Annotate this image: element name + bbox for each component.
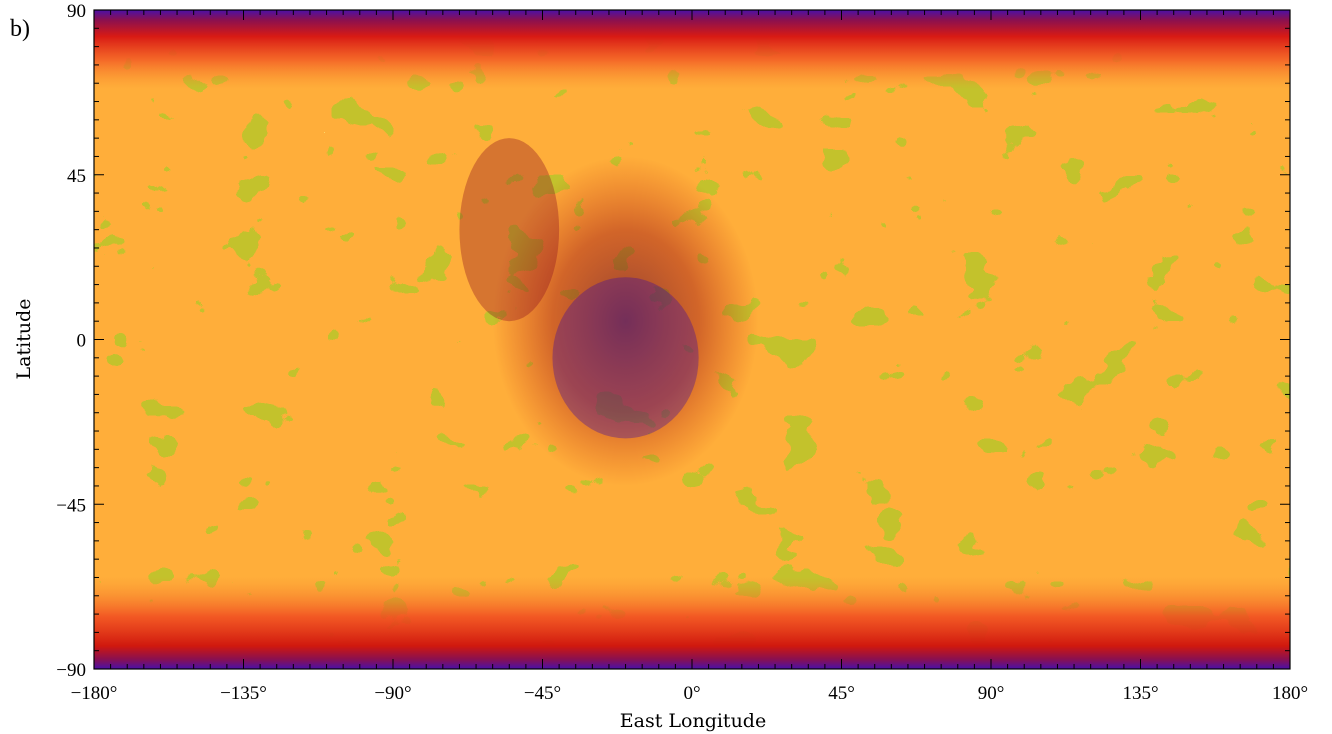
heatmap-plot-area (94, 10, 1290, 669)
x-tick-label: 180° (1272, 683, 1308, 704)
x-tick-label: 45° (828, 683, 855, 704)
x-tick-label: −180° (71, 683, 118, 704)
x-tick-label: −45° (524, 683, 561, 704)
y-tick-label: −45 (56, 495, 86, 516)
x-tick-label: −135° (220, 683, 267, 704)
y-axis-title: Latitude (13, 299, 35, 380)
x-axis-ticks (93, 10, 1291, 669)
y-axis-ticks (94, 9, 1290, 670)
x-axis-title: East Longitude (620, 710, 766, 732)
y-tick-label: 90 (67, 1, 86, 22)
y-tick-label: 0 (77, 331, 87, 352)
y-tick-label: 45 (67, 166, 86, 187)
x-tick-label: 90° (978, 683, 1005, 704)
heatmap-polar-bands (94, 10, 1290, 669)
x-tick-label: −90° (374, 683, 411, 704)
y-tick-label: −90 (56, 660, 86, 681)
panel-label: b) (10, 16, 30, 42)
x-tick-label: 0° (683, 683, 700, 704)
x-tick-label: 135° (1122, 683, 1158, 704)
x-axis-tick-labels: −180° −135° −90° −45° 0° 45° 90° 135° 180° (71, 683, 1308, 704)
y-axis-tick-labels: 90 45 0 −45 −90 (56, 1, 86, 681)
